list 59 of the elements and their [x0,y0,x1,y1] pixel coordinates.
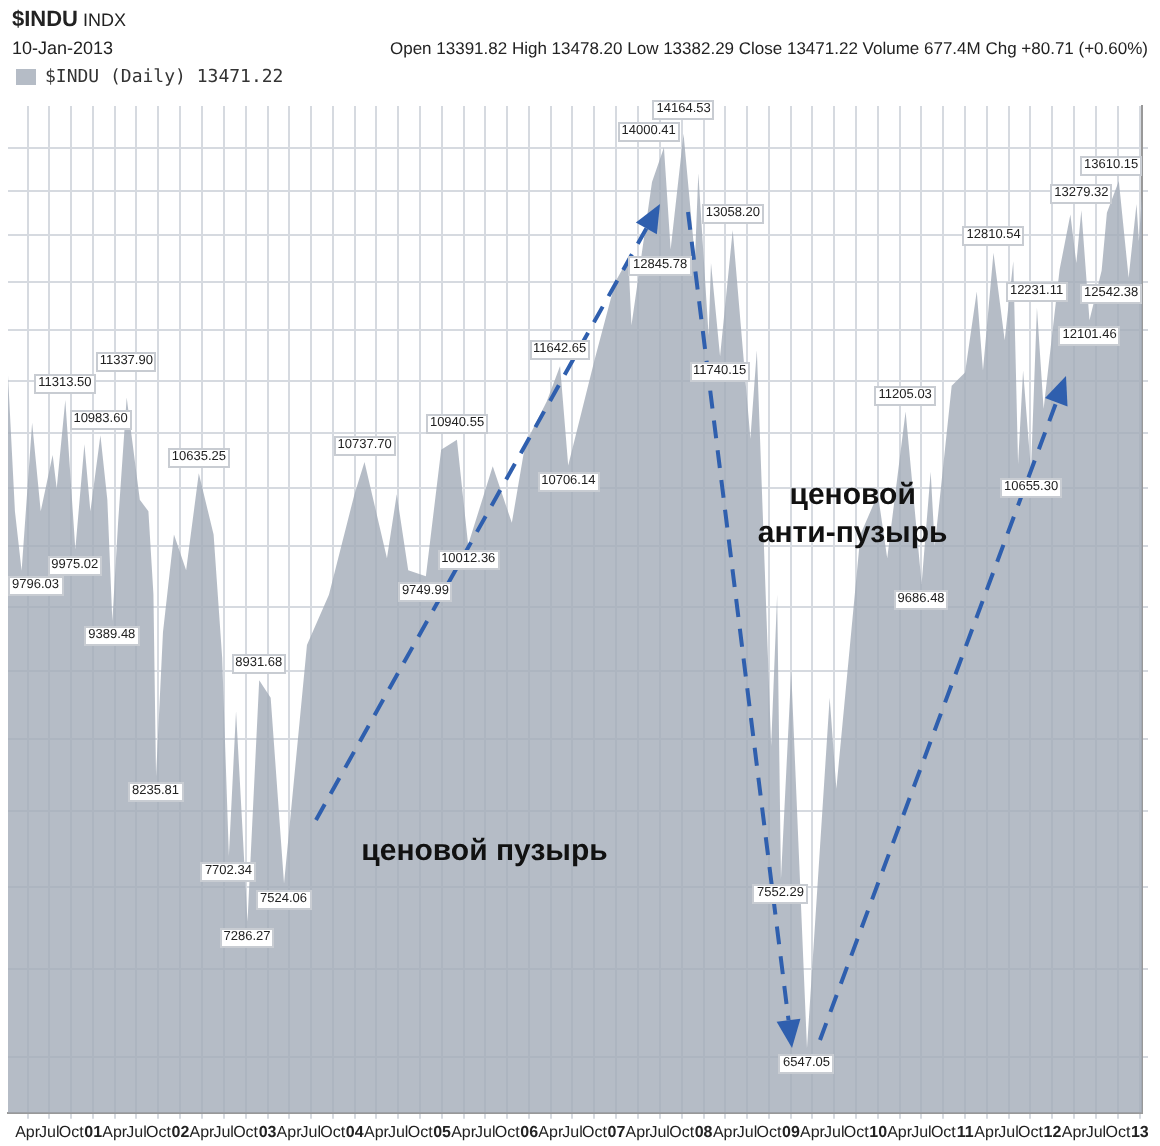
x-tick-label: Apr [887,1122,913,1141]
x-tick-label: Oct [58,1122,86,1141]
x-tick-label: Jul [300,1122,322,1141]
x-tick-label: 02 [171,1122,191,1141]
x-tick-label: Apr [712,1122,739,1141]
x-tick-label: 10 [869,1122,889,1141]
x-tick-label: Apr [800,1122,826,1141]
x-tick-label: Oct [582,1122,609,1141]
x-tick-label: Jul [1085,1122,1107,1141]
legend-label: $INDU (Daily) 13471.22 [45,67,284,88]
annotation: ценовой пузырь [361,832,608,871]
text: Open 13391.82 High 13478.20 Low 13382.29 Close 13471.22 Volume 677.4M Chg +80.71 (+0.60%) [389,38,1148,58]
x-tick-label: 07 [607,1122,627,1141]
x-tick-label: Oct [233,1122,260,1141]
chart-title: $INDU [12,8,79,32]
x-tick-label: Apr [538,1122,564,1141]
x-tick-label: 11 [956,1122,975,1141]
x-tick-label: Apr [625,1122,652,1141]
x-tick-label: Jul [649,1122,671,1141]
x-tick-label: Jul [823,1122,845,1141]
x-tick-label: Jul [39,1122,60,1141]
x-tick-label: Apr [102,1122,128,1141]
x-tick-label: Apr [189,1122,216,1141]
x-tick-label: Apr [974,1122,1000,1141]
chart-subtitle: 10-Jan-2013 [12,38,114,58]
x-tick-label: Oct [145,1122,173,1141]
x-tick-label: Oct [930,1122,958,1141]
x-tick-label: Oct [407,1122,435,1141]
x-tick-label: 01 [84,1122,104,1141]
x-tick-label: Jul [387,1122,409,1141]
x-tick-label: 05 [433,1122,453,1141]
x-tick-label: 04 [345,1122,365,1141]
annotation: ценовой анти-пузырь [757,475,948,552]
x-tick-label: Jul [126,1122,148,1141]
x-tick-label: Jul [998,1122,1020,1141]
x-tick-label: Oct [756,1122,784,1141]
x-tick-label: Apr [276,1122,303,1141]
x-tick-label: Oct [320,1122,347,1141]
x-tick-label: Apr [451,1122,477,1141]
x-tick-label: 06 [520,1122,540,1141]
x-tick-label: Apr [15,1122,41,1141]
x-tick-label: Jul [475,1122,496,1141]
x-tick-label: Jul [911,1122,933,1141]
x-tick-label: Jul [736,1122,758,1141]
x-tick-label: 12 [1043,1122,1063,1141]
x-tick-label: Apr [1061,1122,1088,1141]
x-tick-label: Oct [494,1122,522,1141]
x-tick-label: Apr [364,1122,390,1141]
x-tick-label: 13 [1130,1122,1150,1141]
x-tick-label: Oct [843,1122,871,1141]
text: INDX [83,10,127,30]
x-tick-label: Oct [1018,1122,1045,1141]
x-tick-label: Jul [213,1122,235,1141]
x-tick-label: Oct [669,1122,696,1141]
x-tick-label: Jul [562,1122,584,1141]
x-tick-label: 08 [694,1122,714,1141]
x-tick-label: 09 [782,1122,801,1141]
x-tick-label: 03 [258,1122,278,1141]
x-tick-label: Oct [1105,1122,1132,1141]
